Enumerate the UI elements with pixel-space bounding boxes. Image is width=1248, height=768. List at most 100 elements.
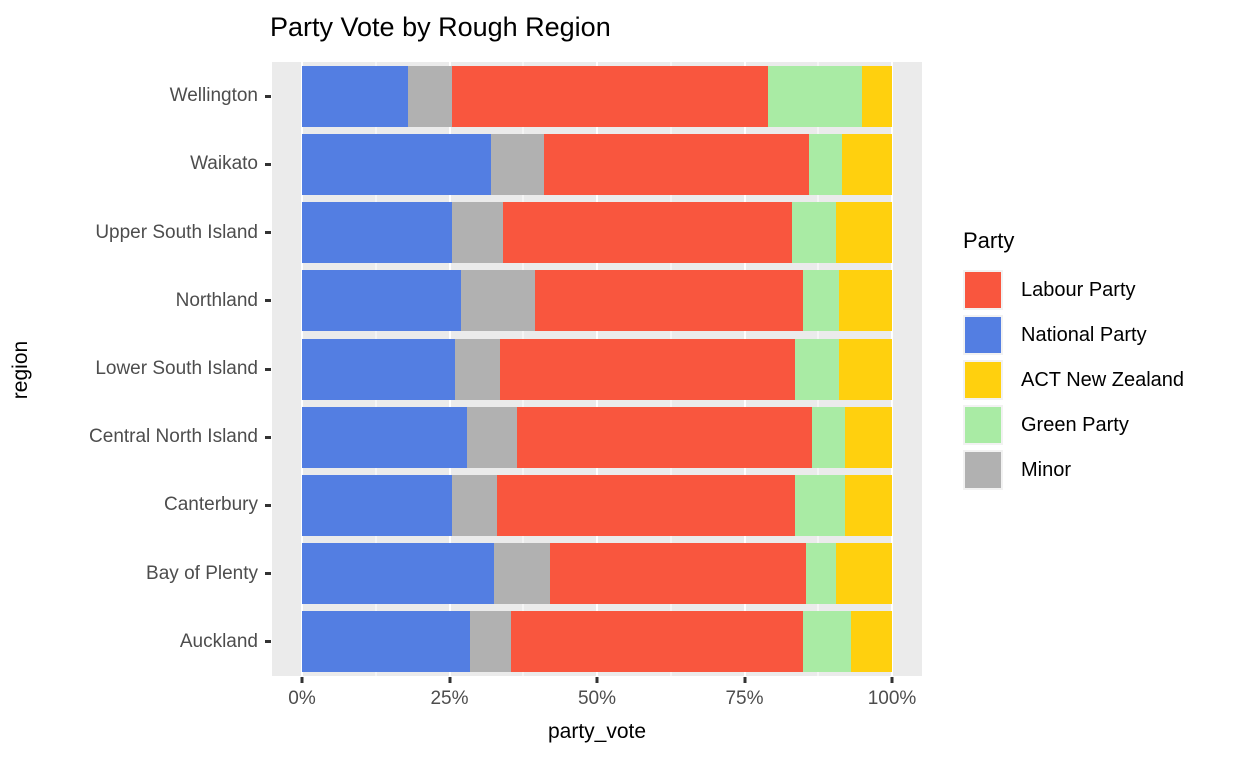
bar-segment-national-party: [302, 133, 491, 195]
bar-segment-national-party: [302, 202, 453, 264]
bar-row-canterbury: [302, 474, 892, 536]
bar-segment-green-party: [809, 133, 842, 195]
bar-segment-minor: [467, 406, 518, 468]
legend-items: Labour Party National Party ACT New Zealan…: [963, 270, 1184, 490]
bar-segment-act-new-zealand: [838, 338, 892, 400]
bar-segment-labour-party: [517, 406, 813, 468]
bar-segment-national-party: [302, 270, 462, 332]
y-tick-mark: [265, 94, 271, 98]
y-tick-mark: [265, 640, 271, 644]
x-tick-label: 75%: [725, 688, 764, 709]
y-tick-label: Upper South Island: [95, 221, 258, 243]
y-tick-mark: [265, 503, 271, 507]
bar-segment-national-party: [302, 406, 468, 468]
y-tick-label: Lower South Island: [95, 358, 258, 379]
bar-segment-green-party: [794, 338, 839, 400]
x-tick-mark: [595, 677, 599, 683]
legend-item-label: Labour Party: [1021, 278, 1136, 301]
bar-segment-green-party: [803, 611, 851, 673]
x-axis-title: party_vote: [547, 720, 647, 743]
x-tick-label: 50%: [577, 688, 617, 709]
bar-segment-labour-party: [511, 611, 804, 673]
x-tick-label: 25%: [430, 688, 469, 709]
bar-row-central-north-island: [302, 406, 892, 468]
y-tick-label: Canterbury: [164, 494, 258, 516]
bar-segment-act-new-zealand: [838, 270, 892, 332]
bar-segment-act-new-zealand: [850, 611, 892, 673]
bar-row-upper-south-island: [302, 202, 892, 264]
y-tick-label: Wellington: [169, 85, 258, 107]
x-tick-mark: [743, 677, 746, 683]
legend-title: Party: [963, 228, 1015, 253]
bar-row-auckland: [302, 611, 892, 673]
bar-row-lower-south-island: [302, 338, 892, 400]
bar-segment-green-party: [803, 270, 839, 332]
legend-item-minor: Minor: [963, 450, 1184, 490]
legend-item-label: ACT New Zealand: [1021, 368, 1185, 391]
bar-row-waikato: [302, 133, 892, 195]
bar-segment-labour-party: [499, 338, 795, 400]
bar-segment-national-party: [302, 65, 409, 127]
y-tick-mark: [265, 299, 271, 303]
chart-title: Party Vote by Rough Region: [270, 12, 611, 42]
x-tick-label: 0%: [288, 688, 316, 709]
legend-item-act-new-zealand: ACT New Zealand: [963, 360, 1184, 400]
legend-key: [963, 315, 1003, 355]
bar-row-bay-of-plenty: [302, 543, 892, 605]
legend-key: [963, 360, 1003, 400]
bar-segment-minor: [490, 133, 544, 195]
bar-segment-act-new-zealand: [862, 65, 892, 127]
y-tick-mark: [265, 367, 271, 371]
bar-segment-act-new-zealand: [841, 133, 892, 195]
legend-item-label: National Party: [1021, 323, 1147, 346]
legend-item-label: Minor: [1021, 458, 1072, 481]
bar-segment-minor: [408, 65, 453, 127]
y-tick-mark: [265, 162, 271, 166]
bar-segment-labour-party: [535, 270, 804, 332]
y-tick-label: Northland: [175, 289, 258, 311]
bar-segment-minor: [461, 270, 536, 332]
bar-segment-labour-party: [496, 474, 795, 536]
bar-segment-act-new-zealand: [835, 202, 892, 264]
x-tick-label: 100%: [867, 688, 917, 709]
bar-segment-labour-party: [543, 133, 810, 195]
bar-segment-minor: [455, 338, 500, 400]
y-tick-label: Auckland: [179, 630, 258, 652]
x-tick-mark: [890, 677, 894, 683]
bar-segment-national-party: [302, 474, 453, 536]
legend-swatch: [965, 452, 1001, 488]
legend-key: [963, 450, 1003, 490]
bar-segment-green-party: [768, 65, 863, 127]
bar-segment-minor: [470, 611, 512, 673]
legend-key: [963, 270, 1003, 310]
bar-segment-labour-party: [549, 543, 807, 605]
y-tick-label: Bay of Plenty: [146, 562, 258, 584]
y-tick-label: Central North Island: [89, 426, 258, 448]
bar-segment-minor: [452, 202, 503, 264]
major-gridline: [891, 62, 893, 676]
bar-segment-minor: [493, 543, 550, 605]
bar-segment-green-party: [794, 474, 845, 536]
bar-segment-act-new-zealand: [844, 474, 892, 536]
legend: Party Labour Party National Party ACT New …: [963, 228, 1184, 495]
legend-item-labour-party: Labour Party: [963, 270, 1184, 310]
legend-item-label: Green Party: [1021, 413, 1129, 436]
legend-item-green-party: Green Party: [963, 405, 1184, 445]
bar-segment-national-party: [302, 338, 456, 400]
y-tick-mark: [265, 435, 271, 439]
bar-segment-labour-party: [502, 202, 792, 264]
legend-item-national-party: National Party: [963, 315, 1184, 355]
y-tick-label: Waikato: [190, 153, 258, 175]
bar-segment-green-party: [791, 202, 836, 264]
bar-segment-act-new-zealand: [844, 406, 892, 468]
bar-segment-national-party: [302, 611, 471, 673]
bar-segment-minor: [452, 474, 497, 536]
bar-row-wellington: [302, 65, 892, 127]
bar-segment-national-party: [302, 543, 494, 605]
legend-swatch: [965, 317, 1001, 353]
x-tick-mark: [300, 677, 304, 683]
bar-segment-act-new-zealand: [835, 543, 892, 605]
legend-swatch: [965, 362, 1001, 398]
y-tick-mark: [265, 231, 271, 235]
